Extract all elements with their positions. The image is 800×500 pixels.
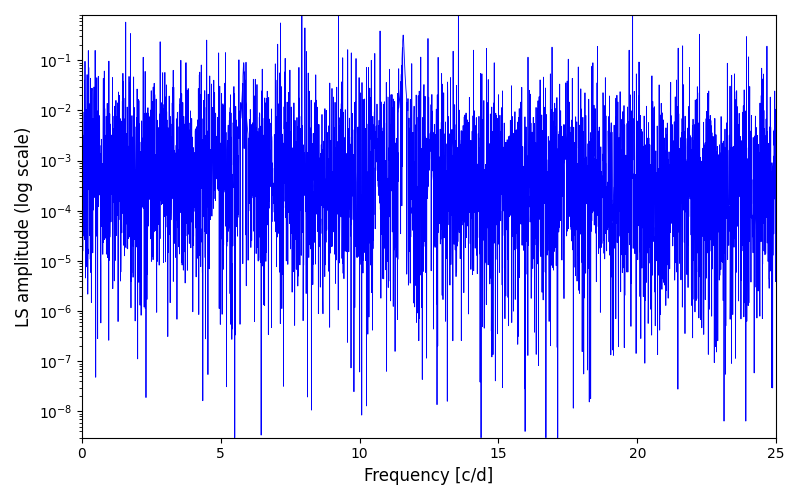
X-axis label: Frequency [c/d]: Frequency [c/d] bbox=[364, 467, 494, 485]
Y-axis label: LS amplitude (log scale): LS amplitude (log scale) bbox=[15, 126, 33, 326]
